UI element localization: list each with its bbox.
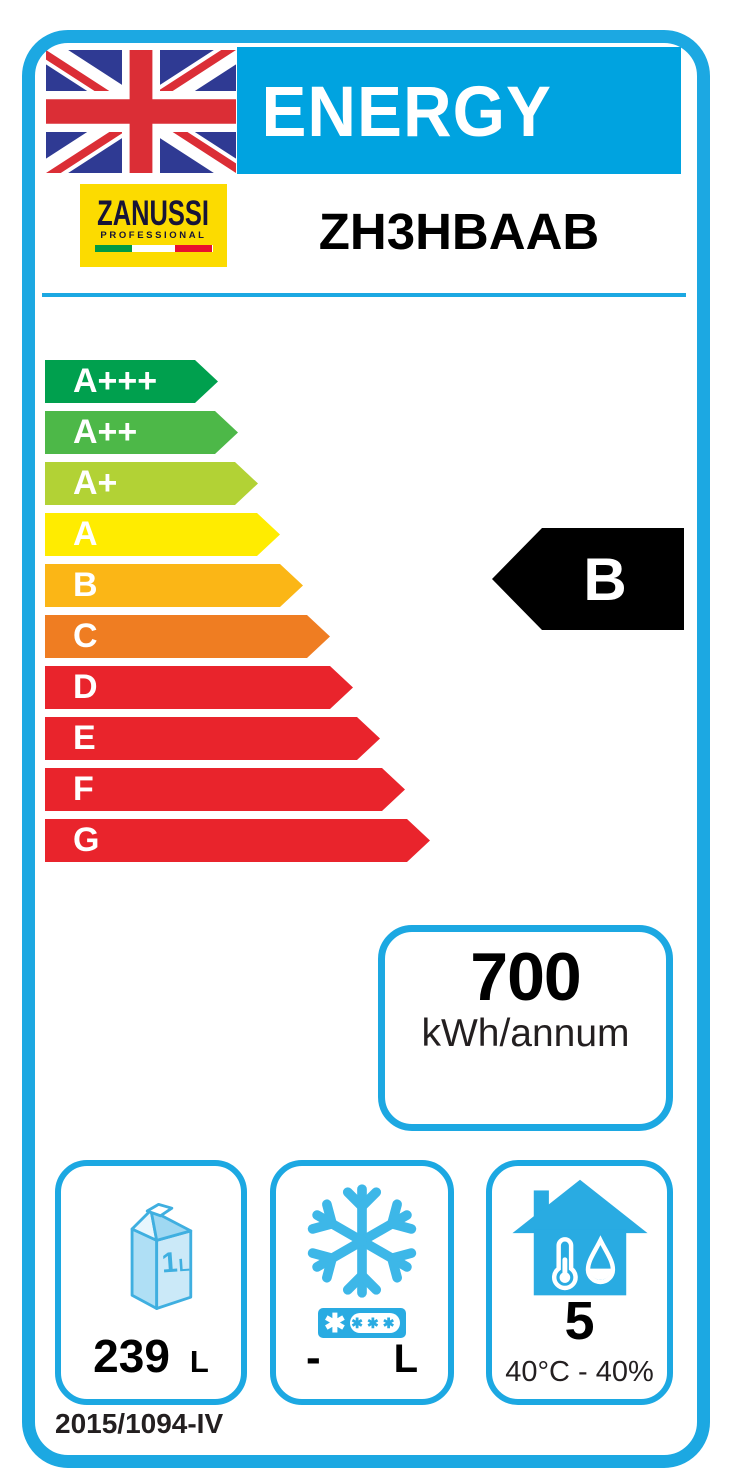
brand-name: ZANUSSI (97, 192, 210, 234)
rating-arrow-e: E (45, 717, 380, 760)
rating-arrow-label: F (73, 770, 94, 808)
fridge-volume-box: 1L 239 L (55, 1160, 247, 1405)
current-rating-grade: B (583, 545, 627, 613)
header-divider (42, 293, 686, 297)
rating-arrow-b: B (45, 564, 303, 607)
snowflake-icon (301, 1184, 423, 1302)
rating-arrow-label: D (73, 668, 98, 706)
brand-subtitle: PROFESSIONAL (100, 230, 207, 241)
freezer-star-pill: ✱✱✱ (349, 1313, 400, 1333)
freezer-star-big: ✱ (324, 1308, 346, 1338)
rating-arrow-label: A+ (73, 464, 118, 502)
energy-consumption-value: 700 (470, 939, 581, 1015)
rating-scale: A+++ A++ A+ A B C D E F G (45, 360, 430, 870)
freezer-volume-value: - (306, 1333, 321, 1382)
fridge-volume-row: 239 L (61, 1329, 241, 1383)
rating-arrow-appp: A+++ (45, 360, 218, 403)
rating-arrow-label: E (73, 719, 96, 757)
energy-banner: ENERGY (237, 47, 681, 174)
fridge-volume-value: 239 (93, 1330, 170, 1382)
brand-logo: ZANUSSI PROFESSIONAL (80, 184, 227, 267)
rating-arrow-ap: A+ (45, 462, 258, 505)
rating-arrow-g: G (45, 819, 430, 862)
rating-arrow-f: F (45, 768, 405, 811)
rating-arrow-label: C (73, 617, 98, 655)
svg-text:1L: 1L (161, 1246, 191, 1280)
rating-arrow-app: A++ (45, 411, 238, 454)
rating-arrow-c: C (45, 615, 330, 658)
fridge-volume-unit: L (189, 1344, 209, 1379)
milk-carton-icon: 1L (130, 1202, 193, 1310)
rating-arrow-a: A (45, 513, 280, 556)
stripe-white (134, 245, 173, 252)
rating-arrow-label: A++ (73, 413, 138, 451)
rating-arrow-d: D (45, 666, 353, 709)
italian-flag-stripe (94, 245, 213, 252)
freezer-volume-unit: L (393, 1337, 418, 1381)
climate-class-value: 5 (564, 1291, 595, 1351)
uk-flag-icon (46, 50, 236, 173)
house-icon (511, 1179, 648, 1296)
energy-title: ENERGY (261, 70, 552, 151)
stripe-green (94, 245, 132, 252)
carton-volume-unit: L (178, 1255, 190, 1276)
stripe-red (175, 245, 213, 252)
freezer-stars-icon: ✱ ✱✱✱ (318, 1308, 406, 1338)
freezer-volume-box: ✱ ✱✱✱ - L (270, 1160, 454, 1405)
climate-conditions: 40°C - 40% (505, 1356, 654, 1388)
model-number: ZH3HBAAB (318, 203, 600, 260)
current-rating-arrow: B (492, 528, 684, 630)
regulation-reference: 2015/1094-IV (55, 1408, 224, 1439)
rating-arrow-label: A+++ (73, 362, 158, 400)
freezer-volume-row: - L (276, 1333, 448, 1383)
carton-volume-value: 1 (161, 1247, 179, 1280)
energy-consumption-box: 700 kWh/annum (378, 925, 673, 1131)
rating-arrow-label: B (73, 566, 98, 604)
energy-consumption-unit: kWh/annum (421, 1012, 630, 1055)
climate-class-box: 5 40°C - 40% (486, 1160, 673, 1405)
rating-arrow-label: A (73, 515, 98, 553)
rating-arrow-label: G (73, 821, 100, 859)
